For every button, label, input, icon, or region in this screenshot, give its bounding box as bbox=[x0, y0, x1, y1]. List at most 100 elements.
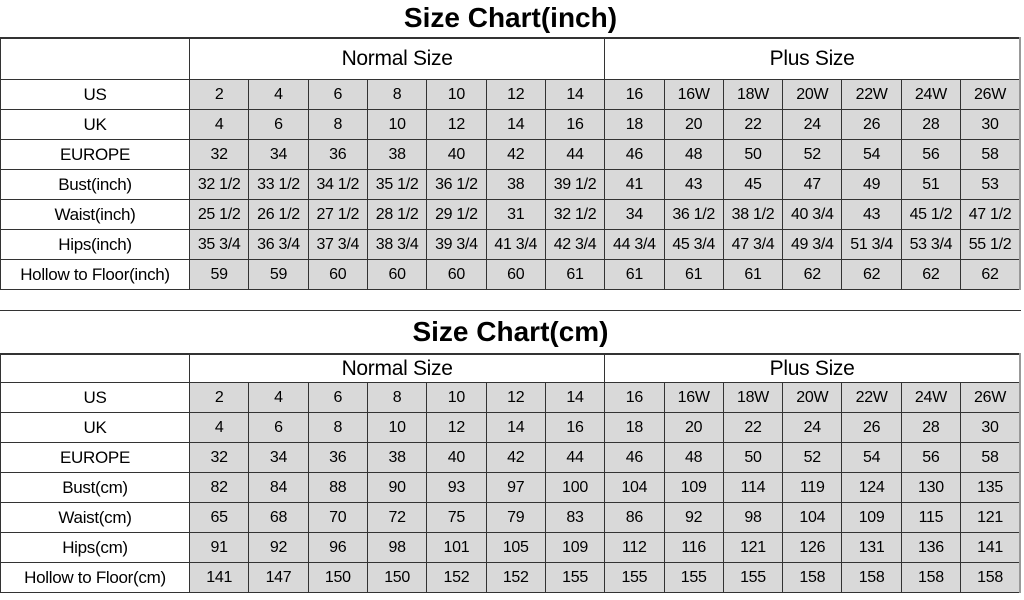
size-cell: 104 bbox=[604, 472, 665, 503]
size-cell: 28 1/2 bbox=[366, 199, 428, 230]
size-cell: 98 bbox=[366, 532, 428, 563]
size-cell: 16W bbox=[663, 79, 724, 110]
size-cell: 47 bbox=[782, 169, 843, 200]
size-cell: 109 bbox=[841, 502, 902, 533]
size-cell: 4 bbox=[188, 109, 250, 140]
size-cell: 130 bbox=[900, 472, 962, 503]
size-cell: 86 bbox=[604, 502, 665, 533]
size-cell: 58 bbox=[960, 442, 1022, 473]
row-label: Hollow to Floor(cm) bbox=[0, 562, 190, 593]
size-cell: 158 bbox=[841, 562, 902, 593]
size-cell: 16 bbox=[544, 109, 606, 140]
table-row: Hollow to Floor(cm) 141 147 150 150 152 152 155… bbox=[0, 562, 1022, 593]
size-cell: 53 bbox=[960, 169, 1022, 200]
size-cell: 155 bbox=[604, 562, 665, 593]
size-cell: 45 1/2 bbox=[900, 199, 962, 230]
table-row: Bust(inch) 32 1/2 33 1/2 34 1/2 35 1/2 36 1/2… bbox=[0, 169, 1022, 200]
group-plus-size: Plus Size bbox=[604, 37, 1022, 80]
size-cell: 49 3/4 bbox=[782, 229, 843, 260]
table-row: US 2 4 6 8 10 12 14 16 16W 18W 20W 22W 24W 26W bbox=[0, 79, 1022, 110]
row-label: US bbox=[0, 382, 190, 413]
size-cell: 44 3/4 bbox=[604, 229, 665, 260]
size-cell: 55 1/2 bbox=[960, 229, 1022, 260]
size-cell: 8 bbox=[366, 79, 428, 110]
group-normal-size: Normal Size bbox=[188, 353, 606, 383]
table-row: Waist(inch) 25 1/2 26 1/2 27 1/2 28 1/2 29 1/… bbox=[0, 199, 1022, 230]
size-cell: 105 bbox=[485, 532, 546, 563]
size-cell: 91 bbox=[188, 532, 250, 563]
size-cell: 32 bbox=[188, 442, 250, 473]
size-cell: 60 bbox=[426, 259, 487, 290]
size-cell: 4 bbox=[248, 382, 309, 413]
size-cell: 30 bbox=[960, 109, 1022, 140]
size-cell: 56 bbox=[900, 139, 962, 170]
size-cell: 40 3/4 bbox=[782, 199, 843, 230]
size-cell: 18 bbox=[604, 412, 665, 443]
table-row: EUROPE 32 34 36 38 40 42 44 46 48 50 52 54 56 58 bbox=[0, 442, 1022, 473]
size-cell: 114 bbox=[722, 472, 784, 503]
size-cell: 52 bbox=[782, 442, 843, 473]
size-cell: 29 1/2 bbox=[426, 199, 487, 230]
size-cell: 158 bbox=[782, 562, 843, 593]
size-cell: 61 bbox=[663, 259, 724, 290]
size-cell: 72 bbox=[366, 502, 428, 533]
size-cell: 38 bbox=[485, 169, 546, 200]
row-label: UK bbox=[0, 412, 190, 443]
row-label: EUROPE bbox=[0, 139, 190, 170]
size-cell: 45 bbox=[722, 169, 784, 200]
size-cell: 31 bbox=[485, 199, 546, 230]
size-cell: 47 1/2 bbox=[960, 199, 1022, 230]
size-cell: 141 bbox=[960, 532, 1022, 563]
size-cell: 36 bbox=[307, 139, 368, 170]
size-cell: 88 bbox=[307, 472, 368, 503]
size-cell: 10 bbox=[426, 79, 487, 110]
size-cell: 42 bbox=[485, 139, 546, 170]
size-cell: 24 bbox=[782, 412, 843, 443]
size-cell: 39 3/4 bbox=[426, 229, 487, 260]
row-label: Hollow to Floor(inch) bbox=[0, 259, 190, 290]
size-cell: 56 bbox=[900, 442, 962, 473]
size-cell: 28 bbox=[900, 109, 962, 140]
table-row: Hips(inch) 35 3/4 36 3/4 37 3/4 38 3/4 39 3/4… bbox=[0, 229, 1022, 260]
size-cell: 36 3/4 bbox=[248, 229, 309, 260]
size-cell: 68 bbox=[248, 502, 309, 533]
size-cell: 50 bbox=[722, 442, 784, 473]
size-cell: 158 bbox=[900, 562, 962, 593]
size-cell: 41 3/4 bbox=[485, 229, 546, 260]
size-cell: 34 1/2 bbox=[307, 169, 368, 200]
size-cell: 12 bbox=[426, 109, 487, 140]
size-cell: 24W bbox=[900, 382, 962, 413]
size-cell: 60 bbox=[307, 259, 368, 290]
size-cell: 36 1/2 bbox=[426, 169, 487, 200]
size-cell: 70 bbox=[307, 502, 368, 533]
size-cell: 141 bbox=[188, 562, 250, 593]
size-cell: 42 3/4 bbox=[544, 229, 606, 260]
size-cell: 38 bbox=[366, 442, 428, 473]
size-cell: 26W bbox=[960, 382, 1022, 413]
size-cell: 20W bbox=[782, 382, 843, 413]
size-cell: 54 bbox=[841, 442, 902, 473]
size-cell: 62 bbox=[960, 259, 1022, 290]
size-cell: 46 bbox=[604, 442, 665, 473]
size-cell: 18 bbox=[604, 109, 665, 140]
size-cell: 27 1/2 bbox=[307, 199, 368, 230]
size-cell: 150 bbox=[366, 562, 428, 593]
size-cell: 59 bbox=[188, 259, 250, 290]
size-cell: 100 bbox=[544, 472, 606, 503]
size-table: Normal Size Plus Size US 2 4 6 8 10 12 14 16 16W 18W… bbox=[0, 353, 1022, 593]
size-cell: 116 bbox=[663, 532, 724, 563]
size-cell: 48 bbox=[663, 139, 724, 170]
size-cell: 37 3/4 bbox=[307, 229, 368, 260]
size-cell: 36 1/2 bbox=[663, 199, 724, 230]
size-cell: 26 bbox=[841, 412, 902, 443]
size-cell: 42 bbox=[485, 442, 546, 473]
size-cell: 53 3/4 bbox=[900, 229, 962, 260]
size-cell: 10 bbox=[366, 109, 428, 140]
size-cell: 82 bbox=[188, 472, 250, 503]
size-cell: 136 bbox=[900, 532, 962, 563]
table-row: UK 4 6 8 10 12 14 16 18 20 22 24 26 28 30 bbox=[0, 109, 1022, 140]
size-cell: 112 bbox=[604, 532, 665, 563]
size-cell: 62 bbox=[782, 259, 843, 290]
size-cell: 40 bbox=[426, 139, 487, 170]
size-cell: 150 bbox=[307, 562, 368, 593]
